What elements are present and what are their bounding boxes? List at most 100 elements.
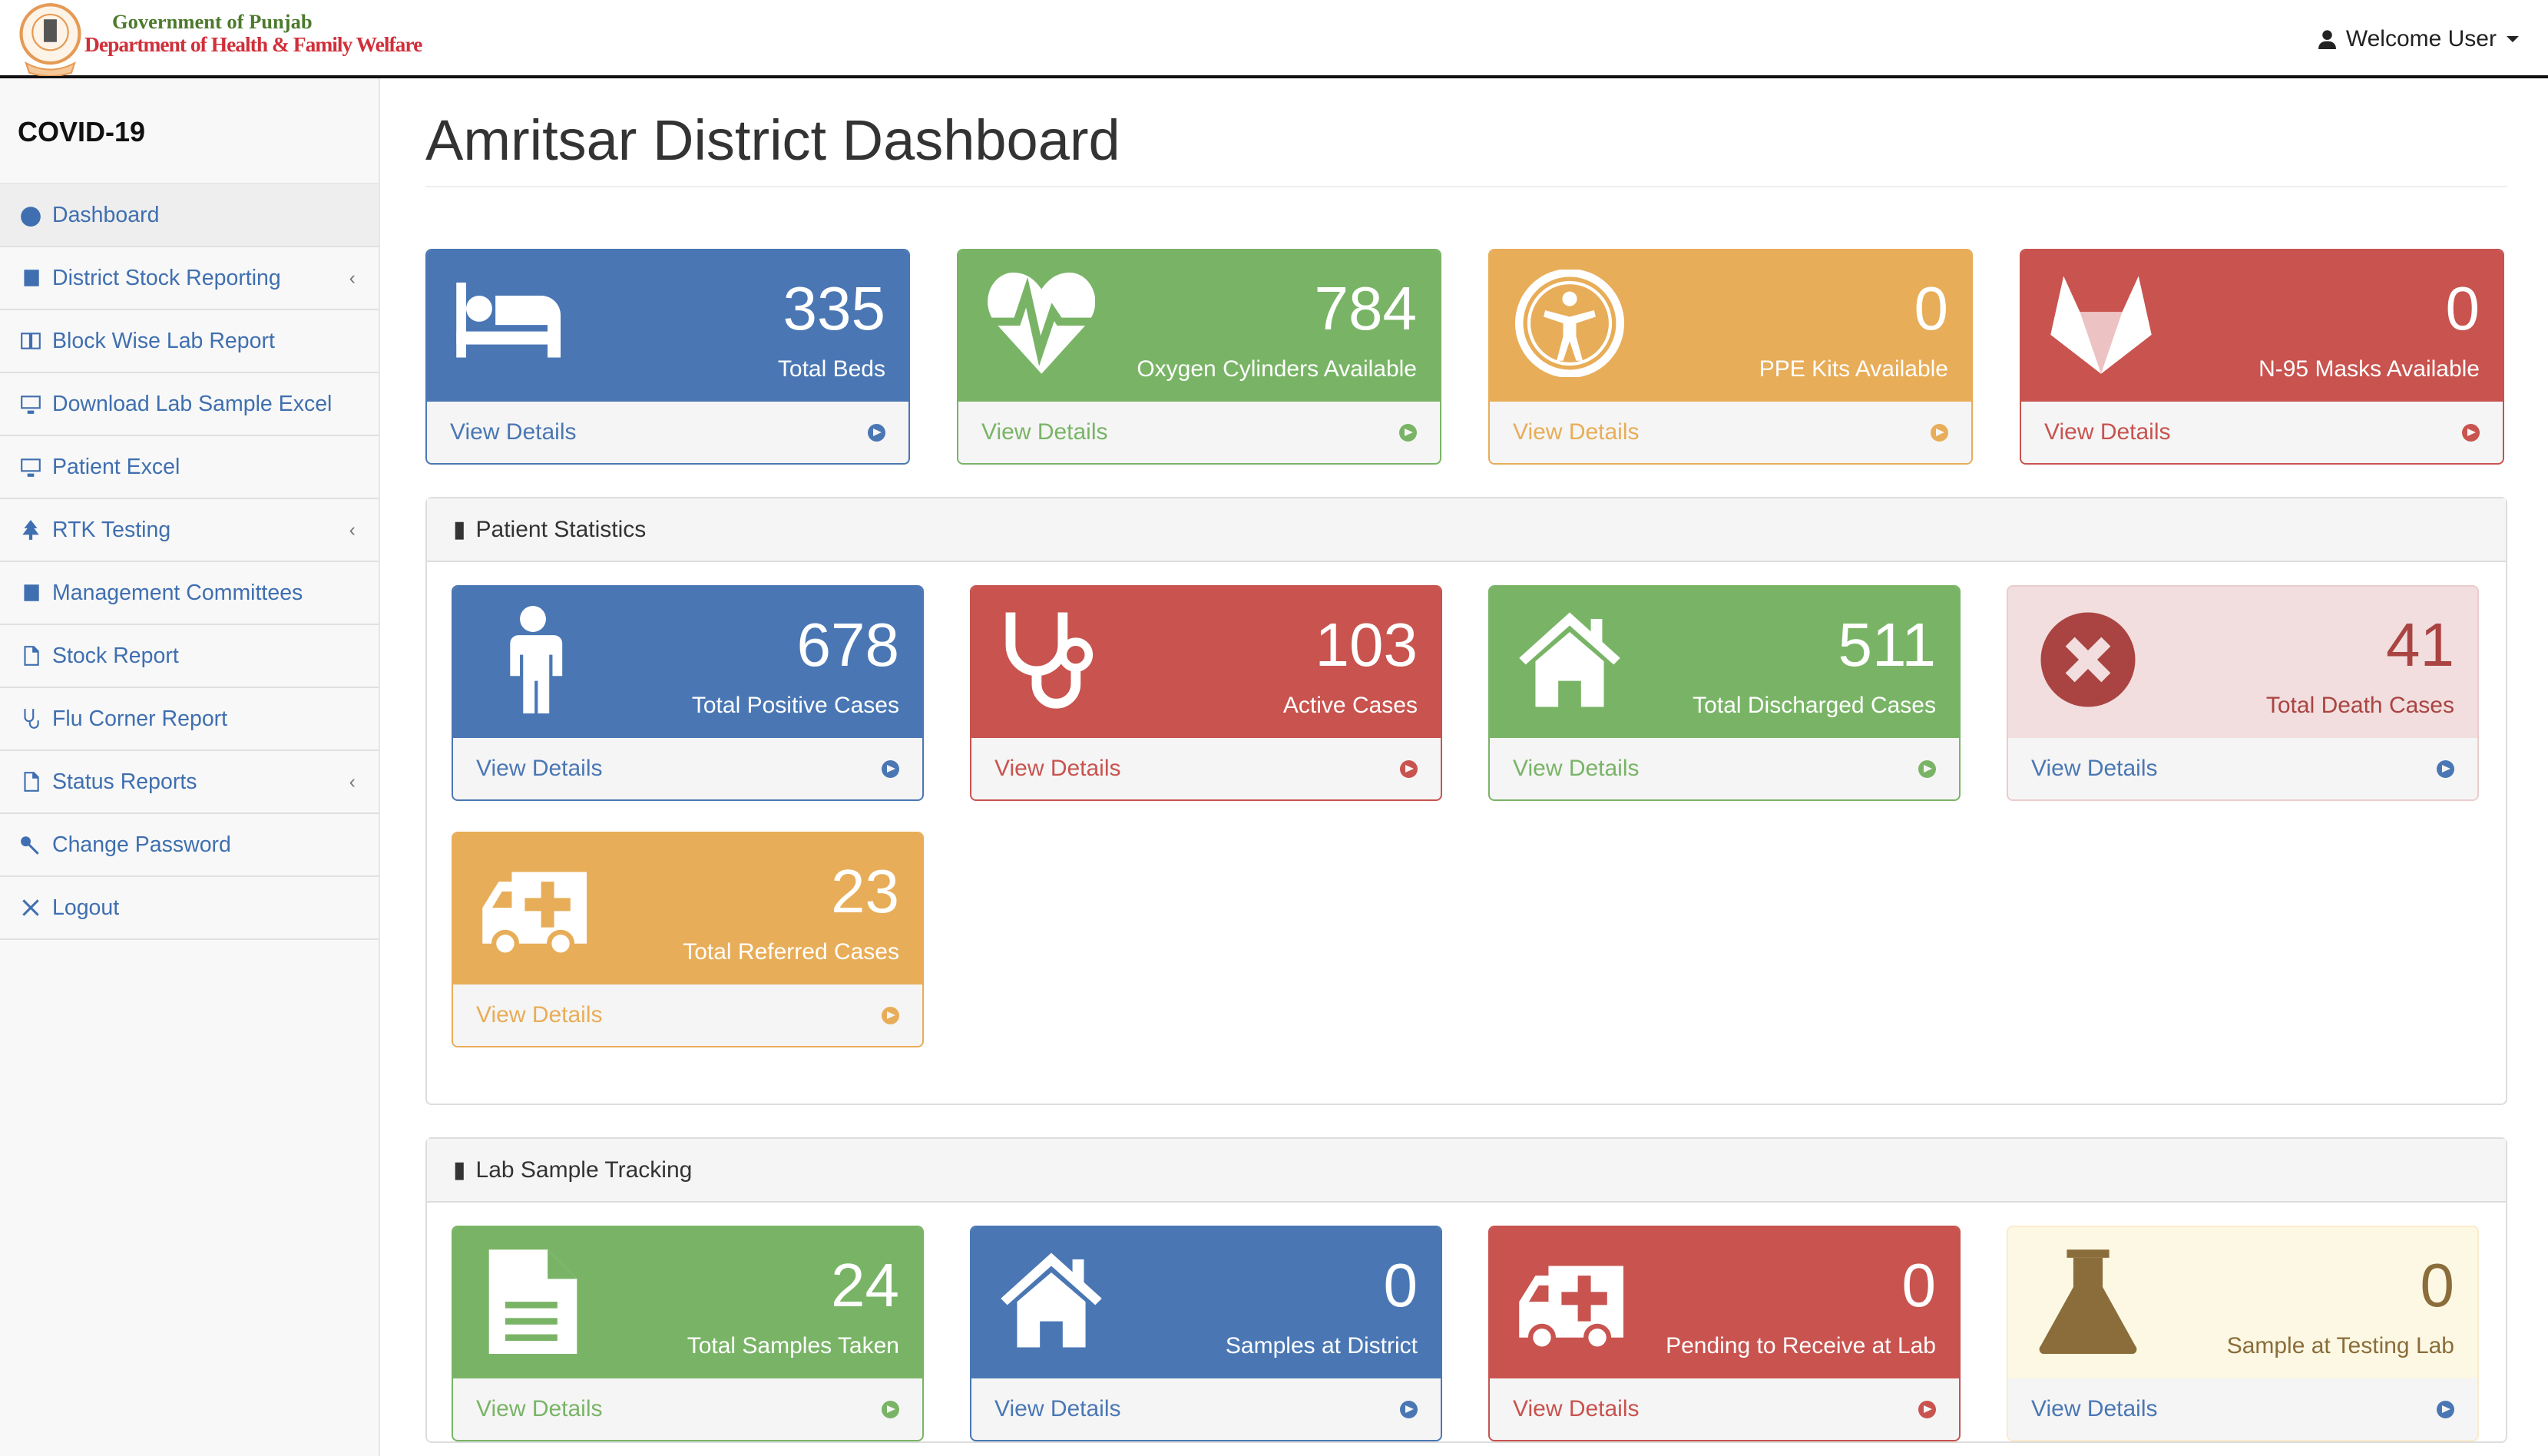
sidebar-item-label: Download Lab Sample Excel xyxy=(52,391,333,416)
view-details-label: View Details xyxy=(994,1396,1121,1422)
stat-card: 41 Total Death Cases View Details xyxy=(2007,585,2479,802)
view-details-label: View Details xyxy=(1513,1396,1640,1422)
sidebar-item-change-password[interactable]: Change Password xyxy=(0,814,379,877)
sidebar-item-status-reports[interactable]: Status Reports ‹ xyxy=(0,751,379,814)
chevron-left-icon: ‹ xyxy=(349,518,356,541)
sidebar-item-dashboard[interactable]: Dashboard xyxy=(0,184,379,247)
view-details-label: View Details xyxy=(450,419,577,445)
stat-label: Samples at District xyxy=(1225,1333,1418,1359)
stat-value: 24 xyxy=(831,1251,899,1320)
view-details-link[interactable]: View Details xyxy=(427,402,908,463)
view-details-link[interactable]: View Details xyxy=(453,984,922,1046)
gitlab-icon xyxy=(2050,276,2152,375)
ambulance-icon xyxy=(1513,1246,1626,1354)
caret-down-icon xyxy=(2507,36,2519,42)
stat-card: 335 Total Beds View Details xyxy=(425,249,910,465)
arrow-circle-right-icon xyxy=(1399,423,1417,442)
desktop-icon xyxy=(21,395,41,414)
view-details-label: View Details xyxy=(994,756,1121,782)
view-details-link[interactable]: View Details xyxy=(2008,738,2477,799)
stat-value: 0 xyxy=(1901,1251,1937,1320)
file-icon xyxy=(24,772,39,792)
org-line1: Government of Punjab xyxy=(112,10,313,33)
stat-value: 511 xyxy=(1838,611,1936,680)
stethoscope-icon xyxy=(24,709,39,729)
sidebar-item-district-stock-reporting[interactable]: District Stock Reporting ‹ xyxy=(0,247,379,310)
stat-card: 0 Sample at Testing Lab View Details xyxy=(2007,1226,2479,1442)
sidebar-item-logout[interactable]: Logout xyxy=(0,877,379,940)
stat-label: Total Death Cases xyxy=(2265,693,2454,719)
accessibility-icon xyxy=(1513,270,1626,377)
sidebar-item-patient-excel[interactable]: Patient Excel xyxy=(0,436,379,499)
view-details-label: View Details xyxy=(2031,756,2158,782)
sidebar-item-label: Flu Corner Report xyxy=(52,706,228,731)
arrow-circle-right-icon xyxy=(2437,1400,2454,1418)
sidebar-item-stock-report[interactable]: Stock Report xyxy=(0,625,379,688)
arrow-circle-right-icon xyxy=(2437,759,2454,778)
view-details-link[interactable]: View Details xyxy=(958,402,1440,463)
view-details-label: View Details xyxy=(2044,419,2171,445)
times-circle-icon xyxy=(2031,606,2145,713)
stat-label: PPE Kits Available xyxy=(1759,356,1948,382)
stat-value: 784 xyxy=(1314,274,1417,343)
view-details-label: View Details xyxy=(476,756,603,782)
view-details-link[interactable]: View Details xyxy=(453,1378,922,1440)
sidebar-item-label: District Stock Reporting xyxy=(52,265,281,290)
stat-label: Total Referred Cases xyxy=(683,939,899,965)
user-menu[interactable]: Welcome User xyxy=(2318,26,2519,52)
stat-label: Active Cases xyxy=(1282,693,1418,719)
sidebar-item-management-committees[interactable]: Management Committees xyxy=(0,562,379,625)
view-details-link[interactable]: View Details xyxy=(2021,402,2503,463)
view-details-link[interactable]: View Details xyxy=(453,738,922,799)
stat-card: 0 PPE Kits Available View Details xyxy=(1488,249,1973,465)
stat-card: 23 Total Referred Cases View Details xyxy=(452,832,924,1048)
chevron-left-icon: ‹ xyxy=(349,266,356,289)
sidebar-item-label: Block Wise Lab Report xyxy=(52,328,275,353)
arrow-circle-right-icon xyxy=(1918,759,1936,778)
key-icon xyxy=(21,836,39,855)
flask-icon xyxy=(2039,1249,2137,1355)
view-details-link[interactable]: View Details xyxy=(2008,1378,2477,1440)
arrow-circle-right-icon xyxy=(1918,1400,1936,1418)
view-details-link[interactable]: View Details xyxy=(1490,738,1959,799)
stat-card: 0 Pending to Receive at Lab View Details xyxy=(1488,1226,1961,1442)
punjab-emblem-logo xyxy=(19,3,81,76)
view-details-link[interactable]: View Details xyxy=(971,1378,1441,1440)
view-details-link[interactable]: View Details xyxy=(1490,1378,1959,1440)
view-details-label: View Details xyxy=(476,1002,603,1028)
sidebar-item-label: Logout xyxy=(52,895,120,920)
sidebar-item-label: Patient Excel xyxy=(52,454,180,479)
patient-statistics-panel: ▮ Patient Statistics 678 Total Positive C… xyxy=(425,497,2507,1106)
sidebar-item-block-wise-lab-report[interactable]: Block Wise Lab Report xyxy=(0,310,379,373)
view-details-label: View Details xyxy=(476,1396,603,1422)
arrow-circle-right-icon xyxy=(882,759,899,778)
sidebar-item-label: RTK Testing xyxy=(52,517,171,542)
stat-label: Total Discharged Cases xyxy=(1693,693,1936,719)
stat-label: Total Samples Taken xyxy=(687,1333,899,1359)
view-details-link[interactable]: View Details xyxy=(1490,402,1971,463)
home-icon xyxy=(1001,1252,1102,1348)
columns-icon xyxy=(21,333,41,349)
book-icon xyxy=(24,270,39,286)
stat-card: 678 Total Positive Cases View Details xyxy=(452,585,924,802)
stat-value: 678 xyxy=(796,611,899,680)
stat-card: 784 Oxygen Cylinders Available View Deta… xyxy=(957,249,1441,465)
tree-icon xyxy=(22,520,39,540)
heartbeat-icon xyxy=(981,270,1095,377)
stat-card: 0 N-95 Masks Available View Details xyxy=(2020,249,2504,465)
user-menu-label: Welcome User xyxy=(2345,26,2497,51)
dashboard-icon xyxy=(21,207,41,227)
stat-label: Total Beds xyxy=(777,356,885,382)
file-text-icon xyxy=(488,1249,577,1355)
view-details-link[interactable]: View Details xyxy=(971,738,1441,799)
stat-label: N-95 Masks Available xyxy=(2258,356,2480,382)
sidebar-item-rtk-testing[interactable]: RTK Testing ‹ xyxy=(0,499,379,562)
view-details-label: View Details xyxy=(1513,756,1640,782)
sidebar-item-flu-corner-report[interactable]: Flu Corner Report xyxy=(0,688,379,751)
file-icon xyxy=(24,646,39,666)
ambulance-icon xyxy=(476,852,590,960)
stat-card: 0 Samples at District View Details xyxy=(970,1226,1442,1442)
main-content: Amritsar District Dashboard 335 Total Be… xyxy=(425,78,2507,1444)
sidebar-item-download-lab-sample-excel[interactable]: Download Lab Sample Excel xyxy=(0,373,379,436)
arrow-circle-right-icon xyxy=(1400,759,1418,778)
